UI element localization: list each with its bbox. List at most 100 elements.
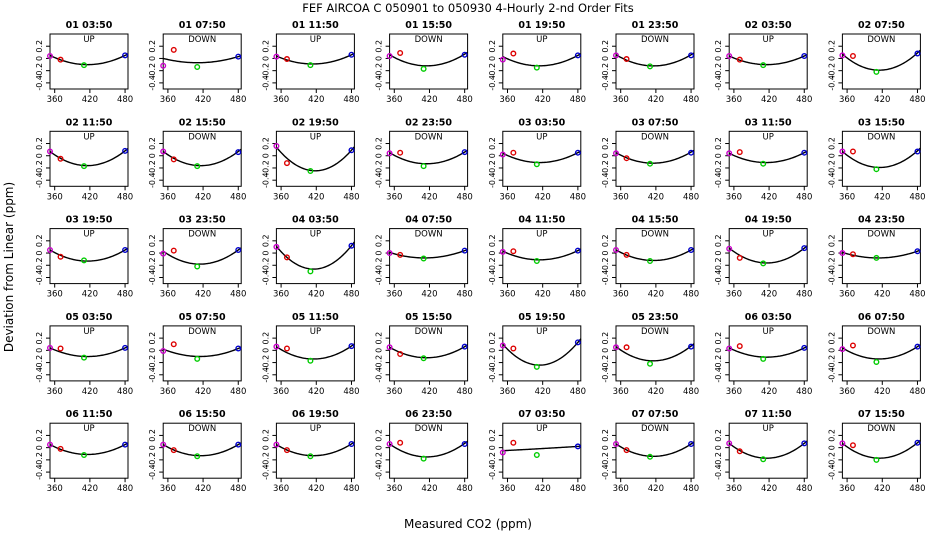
y-tick-label: -0.4 <box>375 367 384 383</box>
y-tick-label: 0.2 <box>35 429 44 442</box>
data-point <box>307 453 314 460</box>
panel-frame <box>275 130 355 187</box>
y-tick-label: 0.2 <box>261 40 270 53</box>
x-tick-label: 420 <box>648 387 664 397</box>
y-tick-label: 0 <box>601 153 610 158</box>
panel: 05 07:50 DOWN 360 420 480 0.2 0 -0.2-0.4 <box>148 312 246 397</box>
x-tick-label: 360 <box>273 95 289 105</box>
x-tick-label: 480 <box>909 290 925 300</box>
y-tick-label: 0.2 <box>714 234 723 247</box>
data-point <box>613 52 620 59</box>
data-point <box>194 63 201 70</box>
y-tick-label: 0 <box>488 250 497 255</box>
data-point <box>623 251 630 258</box>
panel-title: 01 07:50 <box>179 20 226 31</box>
y-tick-label: 0.2 <box>35 137 44 150</box>
panel-frame <box>162 33 242 90</box>
data-point <box>235 345 242 352</box>
data-point <box>307 168 314 175</box>
fit-curve <box>49 345 129 358</box>
data-point <box>194 355 201 362</box>
panel-direction: UP <box>83 132 94 142</box>
y-tick-label: 0 <box>488 153 497 158</box>
y-tick-label: 0 <box>148 445 157 450</box>
data-point <box>688 52 695 59</box>
y-tick-label: -0.4 <box>827 270 836 286</box>
x-tick-label: 360 <box>273 387 289 397</box>
data-point <box>849 442 856 449</box>
x-tick-label: 360 <box>726 95 742 105</box>
y-tick-label: -0.4 <box>601 172 610 188</box>
fit-curve <box>389 149 468 165</box>
y-tick-label: 0.2 <box>35 40 44 53</box>
y-tick-label: 0.2 <box>148 40 157 53</box>
panel-title: 03 15:50 <box>858 117 905 128</box>
y-tick-label: -0.2 <box>601 160 610 176</box>
panel-frame <box>275 228 355 285</box>
x-tick-label: 480 <box>343 484 359 494</box>
panel-title: 06 19:50 <box>292 409 339 420</box>
panel-frame <box>728 228 808 285</box>
data-point <box>170 447 177 454</box>
y-tick-label: 0.2 <box>148 429 157 442</box>
data-point <box>760 62 767 69</box>
y-tick-label: -0.4 <box>601 270 610 286</box>
data-point <box>533 257 540 264</box>
x-tick-label: 360 <box>726 387 742 397</box>
panel-direction: DOWN <box>188 35 216 45</box>
data-point <box>461 149 468 156</box>
panel-title: 04 11:50 <box>518 215 565 226</box>
x-tick-label: 480 <box>457 387 473 397</box>
y-tick-label: -0.4 <box>35 367 44 383</box>
panel-title: 04 15:50 <box>632 215 679 226</box>
y-tick-label: 0.2 <box>375 40 384 53</box>
data-point <box>57 253 64 260</box>
data-point <box>386 344 393 351</box>
y-tick-label: -0.4 <box>261 367 270 383</box>
y-tick-label: 0.2 <box>714 137 723 150</box>
fit-curve <box>502 150 582 164</box>
x-tick-label: 480 <box>457 484 473 494</box>
panel: 04 15:50 DOWN 360 420 480 0.2 0 -0.2-0.4 <box>601 215 699 300</box>
panel: 04 03:50 UP 360 420 480 0.2 0 -0.2-0.4 <box>261 215 359 300</box>
panel-title: 06 07:50 <box>858 312 905 323</box>
fit-curve <box>502 248 582 261</box>
y-tick-label: -0.2 <box>261 355 270 371</box>
panel-direction: UP <box>536 424 547 434</box>
x-tick-label: 420 <box>421 192 437 202</box>
panel-title: 06 11:50 <box>66 409 113 420</box>
data-point <box>873 166 880 173</box>
data-point <box>510 345 517 352</box>
y-tick-label: -0.2 <box>714 160 723 176</box>
x-tick-label: 480 <box>457 95 473 105</box>
data-point <box>849 251 856 258</box>
y-tick-label: -0.4 <box>714 464 723 480</box>
y-tick-label: 0 <box>35 348 44 353</box>
x-tick-label: 420 <box>308 387 324 397</box>
panel-direction: DOWN <box>188 327 216 337</box>
panel-frame <box>502 325 582 382</box>
panel-direction: UP <box>310 424 321 434</box>
panel-frame <box>841 422 921 479</box>
data-point <box>273 441 280 448</box>
y-tick-label: 0.2 <box>261 429 270 442</box>
y-tick-label: -0.4 <box>827 172 836 188</box>
data-point <box>122 344 129 351</box>
x-tick-label: 480 <box>343 192 359 202</box>
data-point <box>574 149 581 156</box>
y-tick-label: 0.2 <box>148 332 157 345</box>
data-point <box>194 263 201 270</box>
panel-direction: DOWN <box>867 132 895 142</box>
panel-title: 04 19:50 <box>745 215 792 226</box>
y-tick-label: -0.4 <box>35 270 44 286</box>
data-point <box>283 447 290 454</box>
panel-frame <box>841 325 921 382</box>
y-tick-label: -0.2 <box>35 257 44 273</box>
x-tick-label: 480 <box>570 290 586 300</box>
y-tick-label: 0.2 <box>488 137 497 150</box>
panel: 03 03:50 UP 360 420 480 0.2 0 -0.2-0.4 <box>488 117 586 202</box>
panel-direction: UP <box>310 327 321 337</box>
panel-title: 05 19:50 <box>518 312 565 323</box>
panel-frame <box>162 422 242 479</box>
